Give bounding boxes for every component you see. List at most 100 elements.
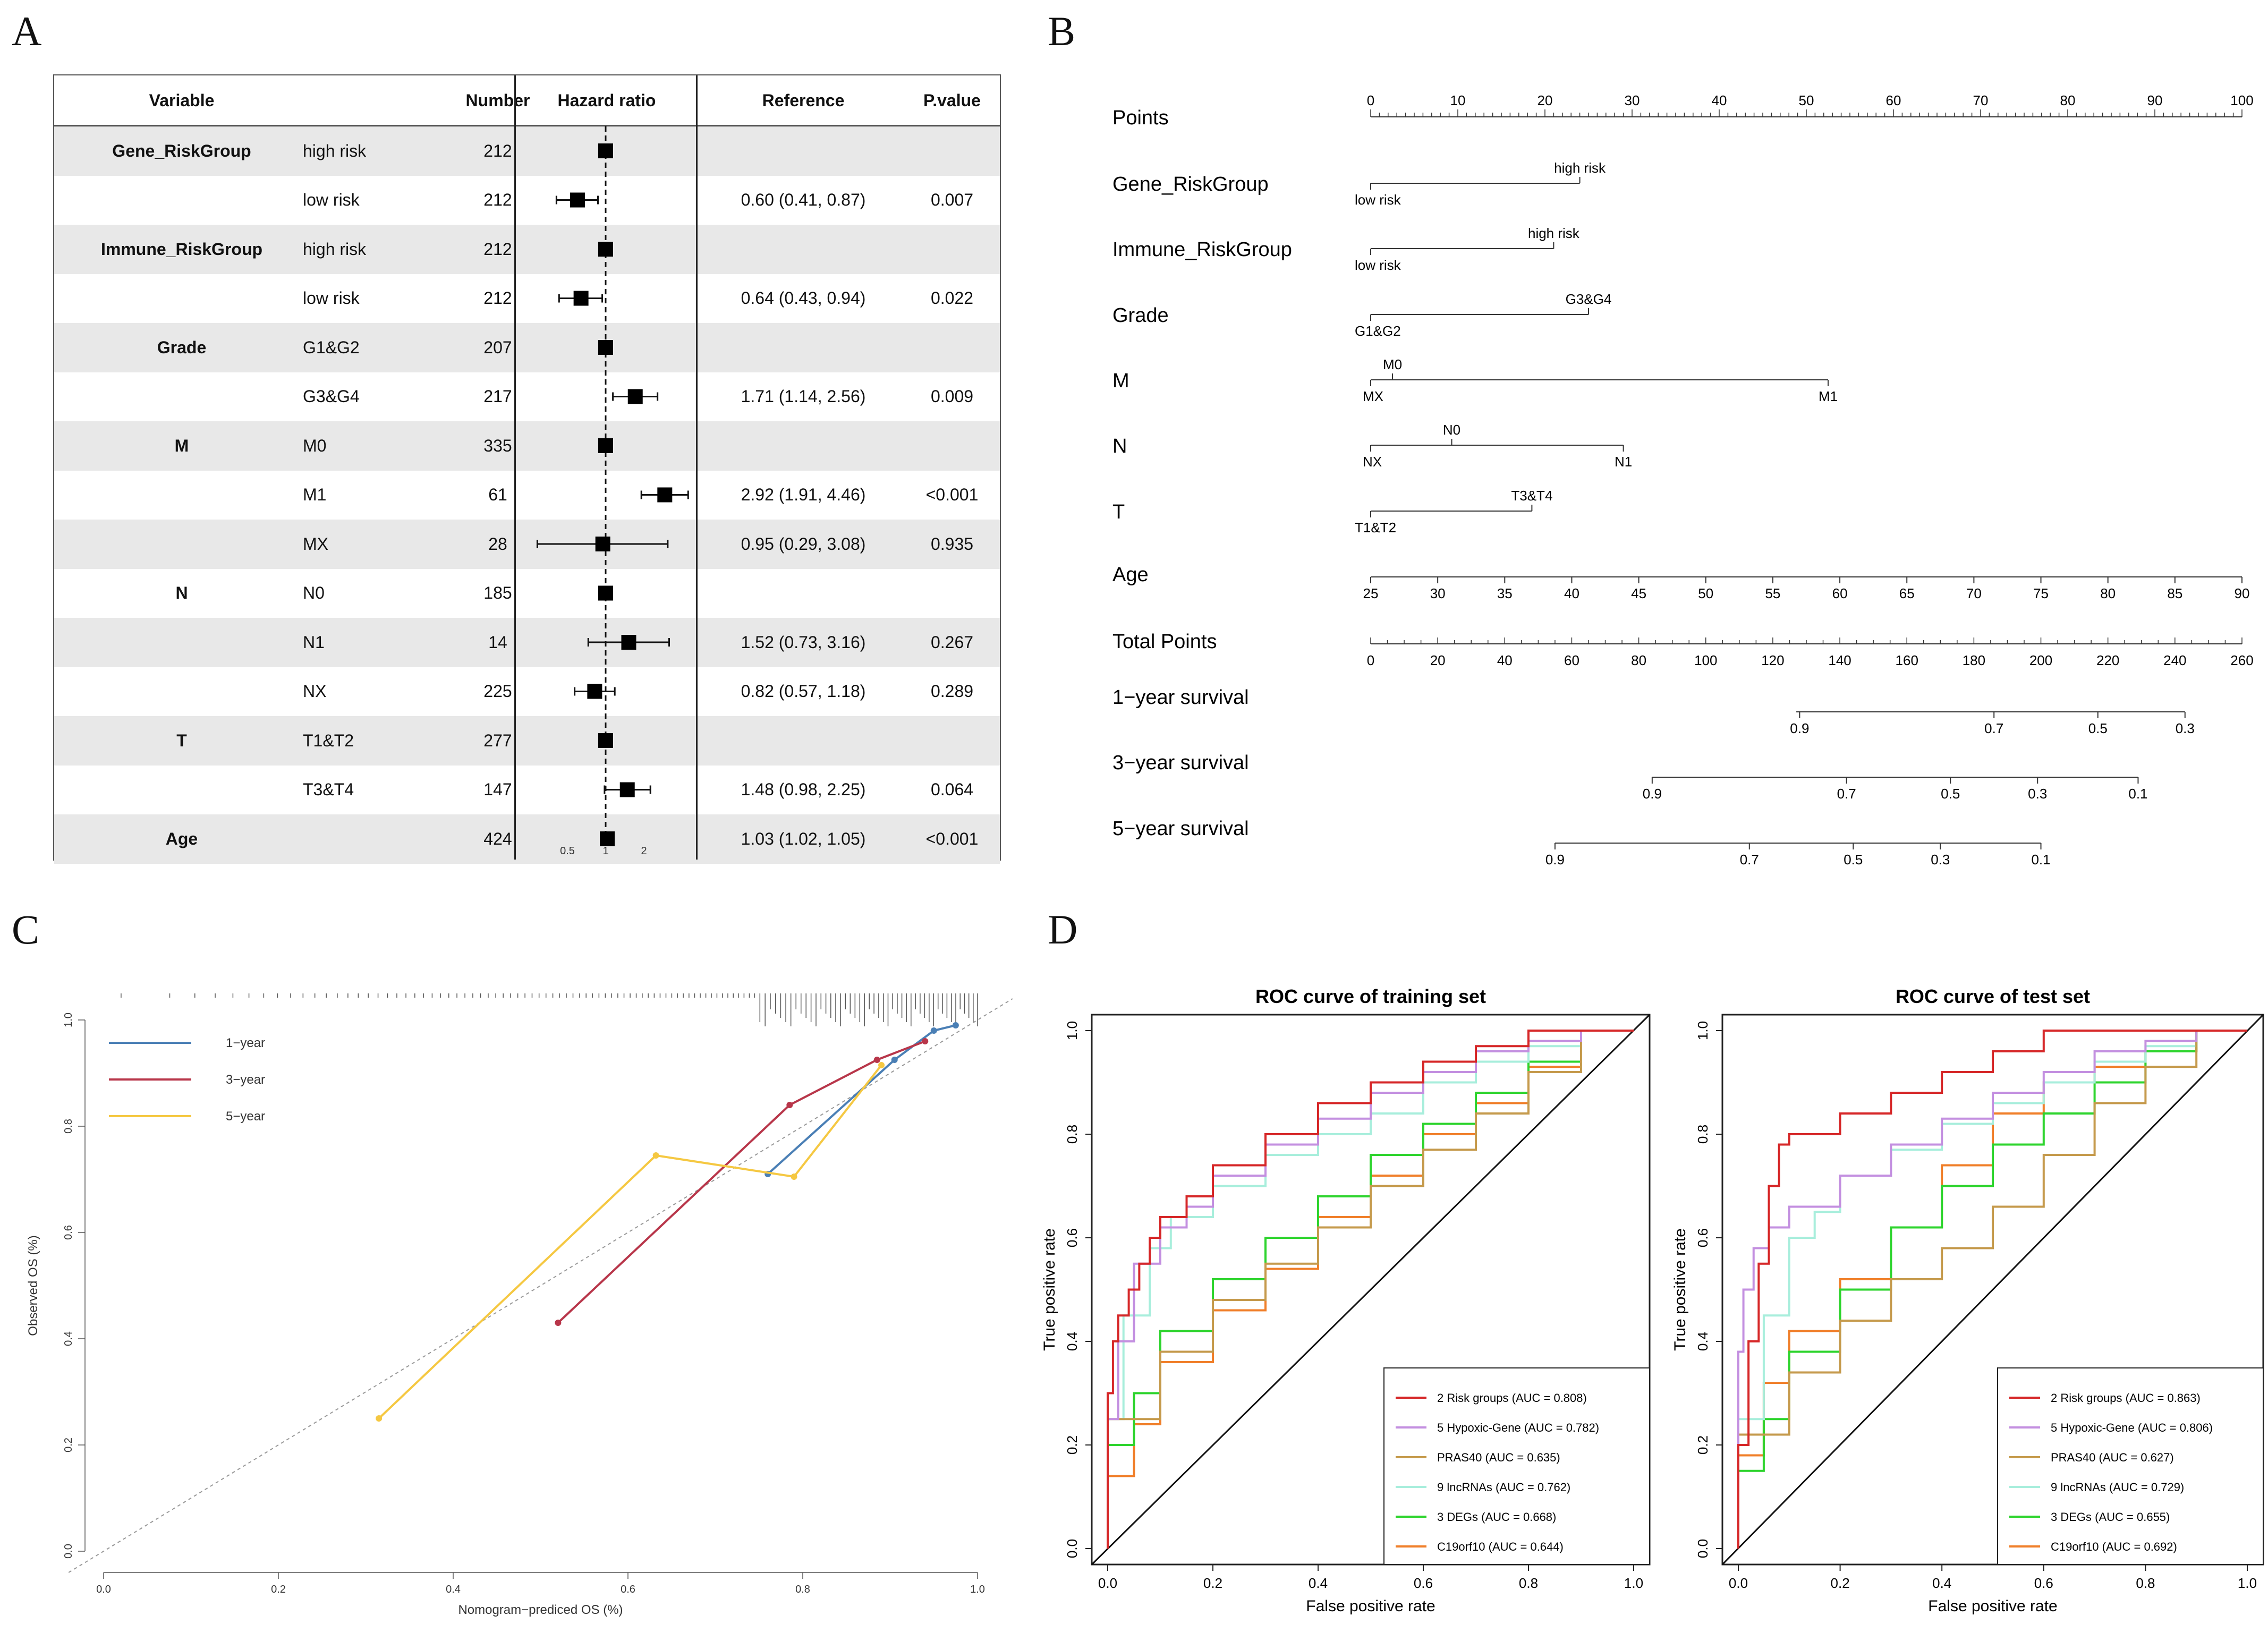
calibration-point xyxy=(930,1027,937,1034)
age-tick-label: 70 xyxy=(1966,585,1982,601)
row-reference: 2.92 (1.91, 4.46) xyxy=(741,485,866,505)
x-tick-label: 0.2 xyxy=(271,1584,286,1595)
roc-y-tick-label: 0.2 xyxy=(1695,1435,1711,1455)
row-number: 14 xyxy=(488,632,507,652)
roc-legend-label: C19orf10 (AUC = 0.644) xyxy=(1437,1540,1564,1553)
row-reference: 1.71 (1.14, 2.56) xyxy=(741,387,866,406)
roc-x-tick-label: 1.0 xyxy=(2238,1575,2257,1591)
roc-legend-label: 5 Hypoxic-Gene (AUC = 0.806) xyxy=(2051,1421,2213,1434)
var-low-label: G1&G2 xyxy=(1355,323,1401,339)
y-tick-label: 0.4 xyxy=(63,1331,74,1346)
row-reference: 1.52 (0.73, 3.16) xyxy=(741,632,866,652)
survival-tick-label: 0.5 xyxy=(2088,720,2108,736)
nomo-label-survival: 1−year survival xyxy=(1112,686,1249,709)
header-divider xyxy=(54,125,1000,126)
roc-x-tick-label: 0.4 xyxy=(1932,1575,1951,1591)
hr-point xyxy=(598,585,613,601)
row-level: MX xyxy=(303,534,328,554)
row-number: 212 xyxy=(483,239,512,259)
hr-point xyxy=(600,831,615,846)
y-tick-label: 0.8 xyxy=(63,1119,74,1134)
age-tick-label: 55 xyxy=(1765,585,1780,601)
panel-letter-d: D xyxy=(1048,906,1078,953)
hr-point xyxy=(657,487,673,503)
y-tick-label: 0.6 xyxy=(63,1225,74,1240)
table-row: M M0 335 xyxy=(54,421,1000,471)
t-t12-label: T1&T2 xyxy=(1355,520,1396,535)
row-variable: Gene_RiskGroup xyxy=(112,141,251,160)
total-tick-label: 140 xyxy=(1828,652,1851,668)
nomo-label-survival: 5−year survival xyxy=(1112,818,1249,840)
total-tick-label: 240 xyxy=(2163,652,2186,668)
row-reference: 0.60 (0.41, 0.87) xyxy=(741,190,866,210)
row-number: 277 xyxy=(483,730,512,750)
row-reference: 1.48 (0.98, 2.25) xyxy=(741,780,866,800)
row-pvalue: 0.064 xyxy=(930,780,974,800)
t-t34-label: T3&T4 xyxy=(1511,488,1552,504)
roc-y-tick-label: 0.6 xyxy=(1695,1228,1711,1247)
roc-panel: ROC curve of training set False positive … xyxy=(1025,977,2268,1638)
row-variable xyxy=(54,618,309,667)
row-variable: M xyxy=(174,436,189,455)
roc-y-tick-label: 0.8 xyxy=(1695,1125,1711,1144)
hr-point xyxy=(627,389,643,404)
row-number: 225 xyxy=(483,682,512,701)
row-level: G1&G2 xyxy=(303,337,360,357)
calibration-line xyxy=(557,1040,926,1324)
survival-tick-label: 0.7 xyxy=(1837,786,1856,802)
survival-tick-label: 0.3 xyxy=(1931,852,1950,868)
points-tick-label: 50 xyxy=(1799,92,1814,108)
age-tick-label: 60 xyxy=(1832,585,1848,601)
row-pvalue: 0.009 xyxy=(930,387,974,406)
legend-label: 3−year xyxy=(226,1073,265,1087)
row-reference xyxy=(697,126,910,176)
hr-point xyxy=(598,340,613,355)
age-tick-label: 50 xyxy=(1698,585,1713,601)
row-variable: Age xyxy=(165,829,198,848)
roc-y-tick-label: 0.0 xyxy=(1064,1539,1080,1558)
header-reference: Reference xyxy=(762,90,845,110)
survival-tick-label: 0.7 xyxy=(1740,852,1759,868)
roc-legend-label: PRAS40 (AUC = 0.635) xyxy=(1437,1451,1560,1464)
x-tick-label: 1.0 xyxy=(970,1584,985,1595)
row-level: N0 xyxy=(303,583,325,603)
row-variable: Grade xyxy=(157,337,207,357)
age-tick-label: 85 xyxy=(2167,585,2182,601)
roc-title: ROC curve of training set xyxy=(1255,985,1486,1007)
survival-tick-label: 0.5 xyxy=(1941,786,1960,802)
forest-plot: 0.5 1 2 xyxy=(536,126,689,857)
row-number: 61 xyxy=(488,485,507,505)
row-number: 212 xyxy=(483,288,512,308)
row-reference: 0.95 (0.29, 3.08) xyxy=(741,534,866,554)
roc-y-tick-label: 0.4 xyxy=(1695,1332,1711,1351)
row-variable: T xyxy=(176,730,187,750)
survival-tick-label: 0.9 xyxy=(1790,720,1809,736)
roc-x-tick-label: 0.6 xyxy=(1414,1575,1433,1591)
row-pvalue: 0.267 xyxy=(930,632,974,652)
header-pvalue: P.value xyxy=(923,90,981,110)
row-reference xyxy=(697,225,910,274)
roc-curve xyxy=(1737,1030,2247,1549)
nomogram-svg: Points 0 10 20 30 40 50 60 70 80 90 100 Gene_RiskGro… xyxy=(1112,92,2254,868)
roc-x-tick-label: 0.0 xyxy=(1729,1575,1748,1591)
roc-y-label: True positive rate xyxy=(1041,1228,1058,1351)
row-variable xyxy=(54,766,309,815)
survival-tick-label: 0.9 xyxy=(1643,786,1662,802)
calibration-point xyxy=(652,1152,659,1159)
roc-x-label: False positive rate xyxy=(1306,1597,1435,1615)
m-m0-label: M0 xyxy=(1383,356,1402,372)
y-tick-label: 1.0 xyxy=(63,1013,74,1027)
table-row: N N0 185 xyxy=(54,569,1000,618)
row-number: 207 xyxy=(483,337,512,357)
survival-tick-label: 0.3 xyxy=(2176,720,2195,736)
x-axis-label: Nomogram−prediced OS (%) xyxy=(458,1603,623,1617)
calibration-point xyxy=(791,1174,797,1180)
roc-legend xyxy=(1997,1367,2264,1565)
row-reference xyxy=(697,323,910,372)
points-tick-label: 40 xyxy=(1712,92,1727,108)
nomo-label-points: Points xyxy=(1112,107,1169,129)
roc-y-tick-label: 1.0 xyxy=(1064,1021,1080,1040)
roc-x-tick-label: 0.2 xyxy=(1203,1575,1222,1591)
panel-letter-b: B xyxy=(1048,8,1076,54)
table-row: T3&T4 147 1.48 (0.98, 2.25) 0.064 xyxy=(54,766,1000,815)
